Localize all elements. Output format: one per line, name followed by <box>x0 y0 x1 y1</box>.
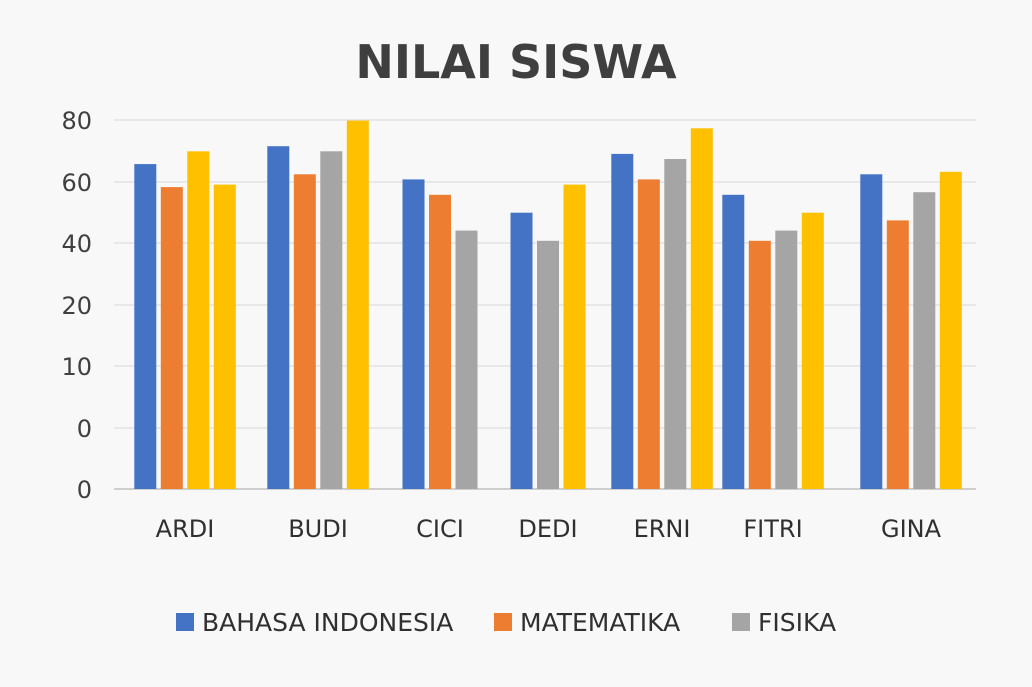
bar <box>346 120 369 489</box>
y-tick-label: 40 <box>61 230 92 258</box>
legend-swatch <box>494 613 512 631</box>
legend-label: MATEMATIKA <box>520 608 680 637</box>
bar <box>637 179 660 489</box>
bar <box>664 159 687 489</box>
bar <box>510 212 533 489</box>
bar <box>690 128 713 490</box>
bar <box>775 230 798 489</box>
bar-group-ardi <box>134 151 236 490</box>
x-category-label: GINA <box>881 515 942 543</box>
legend-swatch <box>732 613 750 631</box>
y-tick-label: 0 <box>77 476 92 504</box>
bar <box>213 184 236 489</box>
bar <box>134 164 157 489</box>
x-category-label: BUDI <box>288 515 348 543</box>
bar <box>913 192 936 489</box>
bar <box>402 179 425 489</box>
legend-swatch <box>176 613 194 631</box>
bar-group-fitri <box>722 194 824 490</box>
x-category-label: FITRI <box>743 515 802 543</box>
bar <box>187 151 210 490</box>
bar <box>429 194 451 490</box>
bar <box>320 151 343 490</box>
y-tick-label: 0 <box>77 415 92 443</box>
bar <box>748 240 771 489</box>
bar <box>939 171 962 490</box>
y-tick-label: 20 <box>61 292 92 320</box>
x-category-label: DEDI <box>518 515 577 543</box>
y-tick-label: 80 <box>61 107 92 135</box>
bar <box>722 194 745 490</box>
bar-group-dedi <box>510 184 586 489</box>
bar <box>563 184 586 489</box>
y-tick-label: 60 <box>61 169 92 197</box>
legend-label: BAHASA INDONESIA <box>202 608 453 637</box>
legend-label: FISIKA <box>758 608 836 637</box>
bar-group-budi <box>267 120 369 490</box>
x-category-label: CICI <box>416 515 464 543</box>
bar <box>611 153 634 489</box>
bars <box>134 120 962 490</box>
bar <box>860 174 883 490</box>
x-axis-categories: ARDI BUDI CICI DEDI ERNI FITRI GINA <box>156 515 942 543</box>
bar <box>455 230 478 489</box>
bar <box>267 146 290 489</box>
bar <box>293 174 316 490</box>
bar-group-erni <box>611 128 713 490</box>
bar <box>886 220 909 489</box>
bar <box>801 212 824 489</box>
legend: BAHASA INDONESIA MATEMATIKA FISIKA <box>176 608 836 637</box>
bar-group-gina <box>860 171 962 490</box>
y-tick-label: 10 <box>61 353 92 381</box>
x-category-label: ARDI <box>156 515 215 543</box>
y-axis-ticks: 0 0 10 20 40 60 80 <box>61 107 92 504</box>
bar <box>160 187 183 489</box>
chart-title: NILAI SISWA <box>355 35 677 89</box>
bar-group-cici <box>402 179 478 490</box>
x-category-label: ERNI <box>634 515 691 543</box>
bar <box>537 240 559 489</box>
